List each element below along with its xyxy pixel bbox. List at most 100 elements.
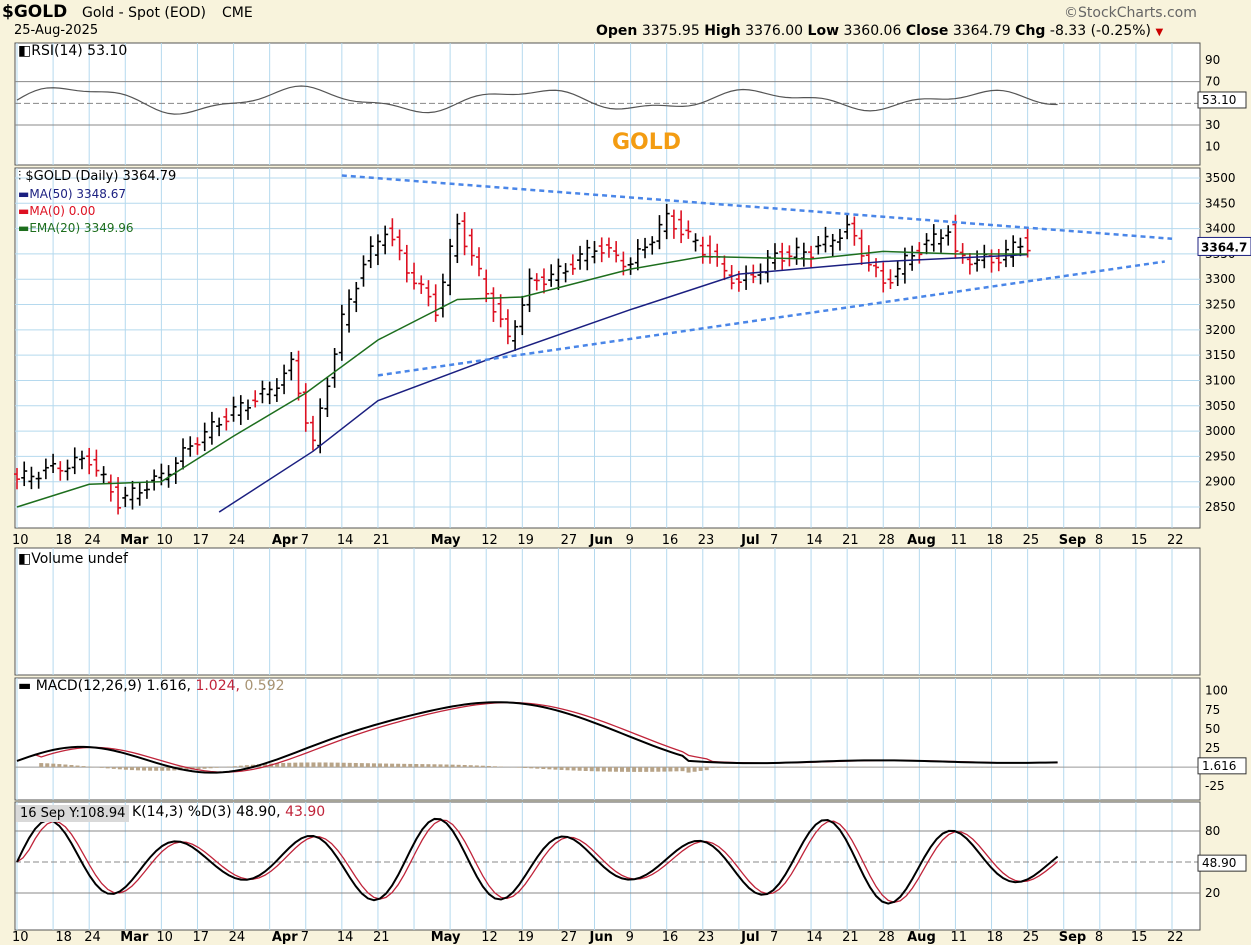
- x-axis-label: 10: [156, 533, 173, 548]
- rsi-tick-label: 10: [1205, 140, 1220, 154]
- x-axis-label: 11: [950, 930, 967, 945]
- rsi-current-value: 53.10: [1202, 93, 1236, 107]
- trendline-lower: [377, 260, 1165, 377]
- x-axis-label: 12: [481, 930, 498, 945]
- macd-histogram-bar: [698, 767, 703, 771]
- x-axis-label: 19: [517, 930, 534, 945]
- macd-tick-label: 100: [1205, 684, 1228, 698]
- stoch-label: K(14,3) %D(3) 48.90, 43.90: [132, 804, 326, 820]
- x-axis-label: May: [431, 930, 461, 945]
- price-tick-label: 3150: [1205, 348, 1236, 362]
- macd-histogram-bar: [607, 767, 612, 772]
- ohlc-bars-icon: ⫶: [18, 169, 22, 184]
- macd-histogram-bar: [535, 767, 540, 769]
- rsi-current-marker: [1197, 91, 1247, 109]
- macd-histogram-bar: [589, 767, 594, 772]
- macd-histogram-bar: [244, 765, 249, 768]
- macd-histogram-bar: [384, 763, 389, 768]
- rsi-label: ◧RSI(14) 53.10: [18, 43, 128, 59]
- x-axis-label: 28: [878, 930, 895, 945]
- x-axis-label: May: [431, 533, 461, 548]
- macd-hist-label: 0.592: [244, 678, 285, 694]
- price-tick-label: 3000: [1205, 424, 1236, 438]
- x-axis-label: 16: [662, 930, 679, 945]
- macd-histogram-bar: [105, 767, 110, 769]
- trendline-upper: [341, 174, 1173, 240]
- macd-histogram-bar: [716, 767, 721, 768]
- x-axis-label: 18: [55, 930, 72, 945]
- macd-histogram-bar: [57, 764, 62, 768]
- rsi-chart-icon: ◧: [18, 43, 32, 59]
- macd-histogram-bar: [305, 762, 310, 768]
- x-axis-label: 15: [1131, 533, 1148, 548]
- macd-histogram-bar: [638, 767, 643, 772]
- exchange-label: CME: [222, 5, 253, 21]
- legend-ma50: ▬MA(50) 3348.67: [18, 187, 126, 201]
- x-axis-label: 12: [481, 533, 498, 548]
- price-tick-label: 3300: [1205, 272, 1236, 286]
- gold-watermark: GOLD: [612, 130, 682, 155]
- macd-histogram-bar: [408, 763, 413, 768]
- price-current-marker: [1197, 236, 1251, 256]
- rsi-tick-label: 90: [1205, 53, 1220, 67]
- x-axis-label: 24: [229, 533, 246, 548]
- legend-swatch: ▬: [18, 187, 30, 201]
- macd-histogram-bar: [287, 762, 292, 768]
- x-axis-label: 10: [156, 930, 173, 945]
- chg-down-icon: ▼: [1155, 27, 1164, 38]
- x-axis-label: 18: [987, 930, 1004, 945]
- macd-histogram-bar: [311, 762, 316, 768]
- x-axis-label: 21: [842, 930, 859, 945]
- macd-histogram-bar: [722, 767, 727, 768]
- panel-price: [14, 167, 1201, 529]
- x-axis-label: 28: [878, 533, 895, 548]
- symbol-title: $GOLD: [2, 2, 68, 22]
- macd-histogram-bar: [353, 762, 358, 768]
- x-axis-label: Aug: [907, 930, 936, 945]
- macd-histogram-bar: [347, 762, 352, 768]
- macd-histogram-bar: [432, 764, 437, 768]
- rsi-tick-label: 30: [1205, 118, 1220, 132]
- macd-tick-label: 50: [1205, 722, 1220, 736]
- macd-tick-label: -25: [1205, 779, 1225, 793]
- macd-histogram-bar: [529, 767, 534, 769]
- macd-histogram-bar: [378, 763, 382, 768]
- macd-histogram-bar: [420, 764, 425, 768]
- x-axis-label: 7: [301, 930, 309, 945]
- macd-histogram-bar: [571, 767, 576, 771]
- macd-histogram-bar: [359, 763, 364, 768]
- x-axis-label: Mar: [120, 533, 149, 548]
- macd-histogram-bar: [69, 765, 74, 768]
- macd-histogram-bar: [184, 767, 189, 770]
- macd-histogram-bar: [656, 767, 661, 772]
- panel-rsi: [14, 42, 1201, 166]
- x-axis-label: 24: [229, 930, 246, 945]
- price-tick-label: 3400: [1205, 222, 1236, 236]
- x-axis-label: 25: [1023, 930, 1040, 945]
- panel-stoch: [14, 801, 1201, 931]
- x-axis-label: 24: [84, 930, 101, 945]
- macd-histogram-bar: [426, 764, 431, 768]
- macd-histogram-bar: [45, 763, 50, 768]
- stoch-tick-label: 20: [1205, 886, 1220, 900]
- x-axis-label: 14: [806, 533, 823, 548]
- x-axis-label: 21: [373, 533, 390, 548]
- macd-histogram-bar: [613, 767, 618, 772]
- macd-histogram-bar: [710, 767, 715, 768]
- macd-histogram-bar: [142, 767, 147, 771]
- macd-histogram-bar: [160, 767, 165, 771]
- macd-histogram-bar: [565, 767, 570, 771]
- macd-histogram-bar: [396, 763, 401, 768]
- macd-swatch: ▬: [18, 678, 32, 694]
- x-axis-label: 14: [337, 533, 354, 548]
- macd-histogram-bar: [559, 767, 564, 770]
- macd-histogram-bar: [323, 762, 328, 768]
- x-axis-label: 21: [373, 930, 390, 945]
- macd-histogram-bar: [620, 767, 624, 772]
- macd-histogram-bar: [196, 767, 201, 770]
- macd-histogram-bar: [632, 767, 637, 772]
- macd-histogram-bar: [275, 763, 280, 768]
- macd-histogram-bar: [123, 767, 128, 770]
- x-axis-label: 27: [561, 930, 578, 945]
- open-label: Open: [596, 23, 638, 39]
